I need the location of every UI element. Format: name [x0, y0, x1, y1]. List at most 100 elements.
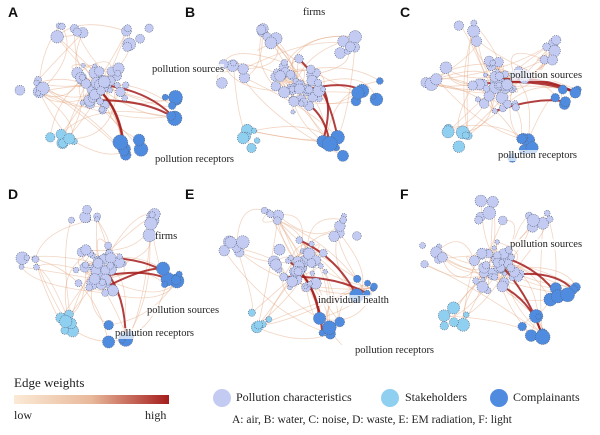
- node: [59, 314, 73, 329]
- network-panel-c: [420, 19, 582, 163]
- edge: [436, 46, 547, 80]
- node: [288, 85, 296, 93]
- node: [148, 211, 156, 219]
- node: [85, 283, 93, 292]
- node: [480, 277, 486, 283]
- node: [352, 231, 362, 241]
- node: [94, 66, 105, 77]
- edge: [477, 40, 578, 91]
- edge: [278, 214, 303, 262]
- panel-label-f: F: [400, 186, 409, 202]
- node: [447, 301, 460, 315]
- node: [495, 91, 509, 104]
- node: [246, 143, 257, 153]
- node: [305, 85, 314, 94]
- node: [376, 77, 384, 85]
- node: [35, 90, 42, 97]
- node: [250, 127, 258, 134]
- node: [265, 316, 273, 323]
- node: [18, 264, 25, 270]
- node: [467, 80, 478, 91]
- node: [256, 24, 267, 35]
- node: [334, 47, 346, 59]
- node: [88, 273, 101, 285]
- network-panel-f: [419, 194, 581, 345]
- edge: [501, 270, 551, 301]
- node: [72, 27, 82, 37]
- node: [320, 86, 326, 92]
- node: [339, 216, 347, 224]
- node: [303, 284, 309, 290]
- node: [31, 255, 40, 263]
- annotation-d-sources: pollution sources: [147, 305, 220, 316]
- node: [322, 320, 337, 335]
- node: [92, 63, 98, 69]
- node: [63, 132, 76, 145]
- node: [437, 252, 448, 263]
- node: [337, 35, 350, 48]
- node: [307, 280, 313, 287]
- node: [474, 194, 487, 208]
- node: [216, 77, 228, 89]
- node: [461, 131, 470, 140]
- node: [274, 70, 286, 82]
- strong-edge: [298, 239, 358, 297]
- node: [490, 273, 499, 281]
- node: [511, 103, 520, 112]
- node: [308, 240, 315, 247]
- node: [94, 216, 100, 223]
- node: [337, 149, 349, 162]
- node: [476, 280, 489, 293]
- node: [517, 321, 527, 332]
- node: [161, 280, 169, 288]
- node: [321, 136, 338, 152]
- annotation-a-receptors: pollution receptors: [155, 154, 235, 165]
- edge: [34, 258, 109, 343]
- edge: [463, 30, 474, 136]
- node: [92, 258, 104, 269]
- node: [58, 22, 66, 30]
- edge: [289, 67, 381, 82]
- node: [237, 131, 250, 145]
- node: [557, 84, 568, 95]
- node: [334, 220, 346, 232]
- node: [264, 36, 278, 50]
- node: [266, 210, 275, 219]
- edge-weight-colorbar: [14, 395, 169, 404]
- node: [441, 125, 455, 139]
- legend-stakeholders: Stakeholders: [405, 390, 467, 404]
- node: [273, 243, 286, 256]
- node: [306, 64, 316, 74]
- node: [470, 19, 478, 27]
- legend-complainants: Complainants: [513, 390, 580, 404]
- node: [133, 133, 146, 146]
- node: [122, 42, 133, 52]
- panel-label-b: B: [185, 4, 196, 20]
- edge: [448, 124, 524, 139]
- node: [156, 261, 170, 276]
- edge: [223, 250, 331, 335]
- node: [430, 73, 443, 86]
- node: [33, 79, 40, 87]
- node: [298, 100, 305, 107]
- node: [495, 81, 503, 89]
- node: [469, 255, 480, 266]
- node: [230, 59, 237, 67]
- network-panels: [14, 19, 582, 349]
- node: [420, 260, 429, 269]
- panel-label-a: A: [8, 4, 19, 20]
- node: [551, 35, 562, 46]
- pollution-characteristics-swatch: [213, 389, 231, 407]
- node: [286, 275, 298, 288]
- edge: [36, 263, 100, 278]
- node: [104, 241, 112, 250]
- node: [80, 78, 91, 89]
- node: [107, 87, 113, 94]
- edge: [527, 97, 556, 141]
- node: [98, 278, 107, 286]
- node: [456, 318, 470, 332]
- network-panel-b: [216, 23, 384, 162]
- node: [286, 69, 296, 79]
- node: [72, 266, 80, 274]
